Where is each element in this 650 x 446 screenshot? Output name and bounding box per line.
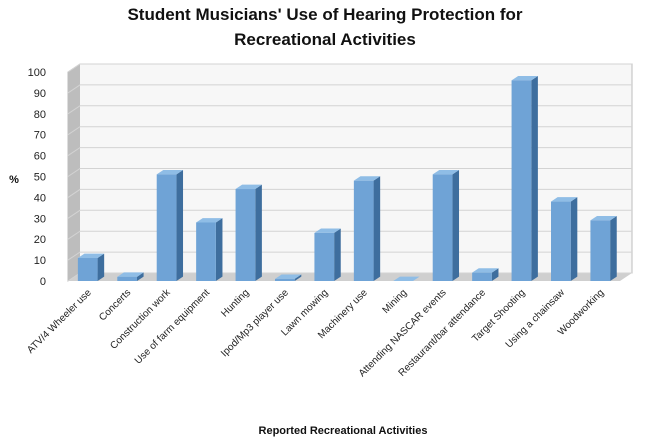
bar [432,170,460,281]
bar-front [77,258,98,281]
bar-side [176,170,184,281]
bar-top [156,170,184,175]
bar-front [235,189,256,281]
bar-front [353,180,374,281]
bar-front [551,201,571,281]
bar [393,276,420,281]
gridline [67,63,632,73]
y-tick-label: 60 [34,151,46,163]
x-tick-label: Concerts [97,287,133,323]
bar-top [196,218,223,223]
bar-top [511,75,538,81]
bar [472,268,499,281]
plot-wall [67,63,633,282]
bar [353,176,381,281]
bar-side [137,272,144,281]
bar-front [117,276,137,281]
bar [275,274,302,281]
y-tick-label: 20 [34,234,46,246]
bar-top [117,272,144,277]
bar-front [590,220,611,281]
bar-top [314,228,341,233]
bar [117,272,144,281]
bar-top [275,274,302,279]
bar-side [373,176,381,281]
chart-title-line-1: Student Musicians' Use of Hearing Protec… [127,5,522,24]
x-tick-label: Ipod/Mp3 player use [219,287,291,359]
gridline [67,126,632,136]
bar-front [156,174,177,281]
bar [551,197,578,281]
x-tick-label: Mining [381,287,410,316]
y-axis-title: % [9,174,19,186]
plot-floor [68,273,632,281]
bar-top [551,197,578,202]
bar [156,170,184,281]
bar-side [334,228,341,281]
bar-side [294,274,302,281]
bar-top [590,215,617,221]
y-tick-label: 30 [34,213,46,225]
x-tick-label: Use of farm equipment [133,287,212,366]
bar-top [77,253,105,259]
bar [590,215,617,281]
bar-top [393,276,420,281]
plot-background [67,63,633,282]
x-tick-label: ATV/4 Wheeler use [25,287,94,356]
y-ticks: 0 10 20 30 40 50 60 70 80 90 100 [28,67,46,288]
y-tick-label: 70 [34,130,46,142]
bars [77,75,617,282]
bar-front [432,174,453,281]
y-tick-label: 90 [34,88,46,100]
bar [77,253,105,281]
bar-front [196,222,216,281]
gridline [67,84,632,94]
bar [511,75,538,282]
y-tick-label: 50 [34,172,46,184]
bar-side [215,218,223,281]
bar-side [531,75,538,282]
y-tick-label: 40 [34,192,46,204]
bar-front [275,278,295,281]
bar-top [432,170,460,175]
bar-top [353,176,381,181]
y-tick-label: 10 [34,255,46,267]
gridline [67,168,632,177]
bar [314,228,341,281]
x-axis-title: Reported Recreational Activities [259,425,428,437]
bar-side [255,184,262,281]
x-tick-label: Hunting [219,287,251,319]
gridline [67,105,632,115]
gridline [67,147,632,157]
bar-side [491,268,499,281]
bar [196,218,223,281]
bar-side [97,253,105,281]
bar-top [472,268,499,273]
bar-front [511,80,532,281]
bar [235,184,262,281]
chart-title-line-2: Recreational Activities [234,30,416,49]
y-tick-label: 100 [28,67,46,79]
bar-front [314,232,335,281]
bar-top [235,184,262,190]
y-tick-label: 80 [34,109,46,121]
bar-side [610,215,617,281]
bar-side [452,170,460,281]
y-tick-label: 0 [40,276,46,288]
bar-front [472,272,492,281]
bar-side [570,197,578,281]
